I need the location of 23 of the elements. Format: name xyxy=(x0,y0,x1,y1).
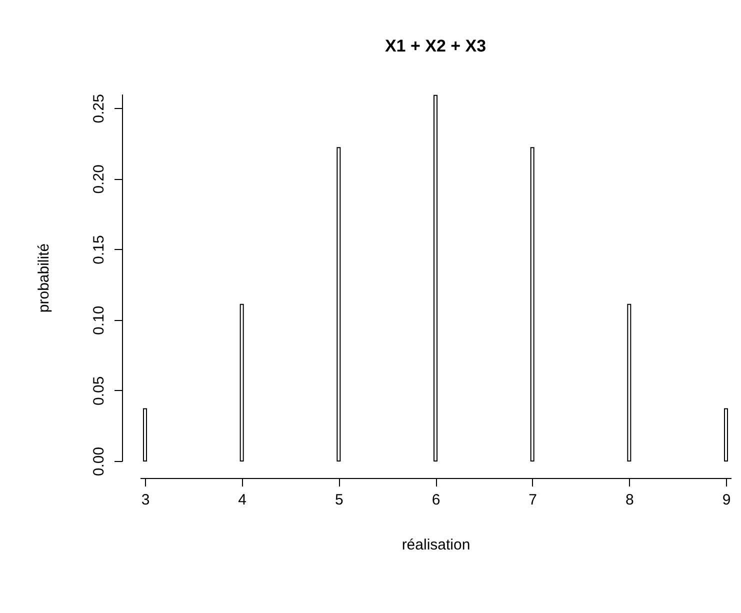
y-tick-label: 0.10 xyxy=(90,306,108,335)
y-tick-label: 0.00 xyxy=(90,446,108,476)
x-tick-label: 3 xyxy=(141,492,150,508)
y-tick-label: 0.05 xyxy=(90,376,108,406)
x-tick-label: 7 xyxy=(528,492,538,508)
x-tick-label: 9 xyxy=(722,492,731,508)
bar xyxy=(143,408,147,462)
bar xyxy=(530,147,534,462)
y-tick-label: 0.20 xyxy=(90,164,108,194)
x-axis-title: réalisation xyxy=(402,536,470,554)
bar xyxy=(336,147,341,462)
y-tick-label: 0.25 xyxy=(90,94,108,124)
bar xyxy=(240,304,244,462)
bar xyxy=(627,304,632,462)
y-tick-label: 0.15 xyxy=(90,235,108,264)
bar xyxy=(434,94,438,462)
x-tick-label: 5 xyxy=(334,492,344,508)
bar xyxy=(724,408,728,462)
x-tick-label: 4 xyxy=(238,492,247,508)
chart-title: X1 + X2 + X3 xyxy=(384,36,486,56)
y-axis-title: probabilité xyxy=(36,243,52,313)
x-tick-label: 6 xyxy=(432,492,440,508)
x-tick-label: 8 xyxy=(625,492,634,508)
